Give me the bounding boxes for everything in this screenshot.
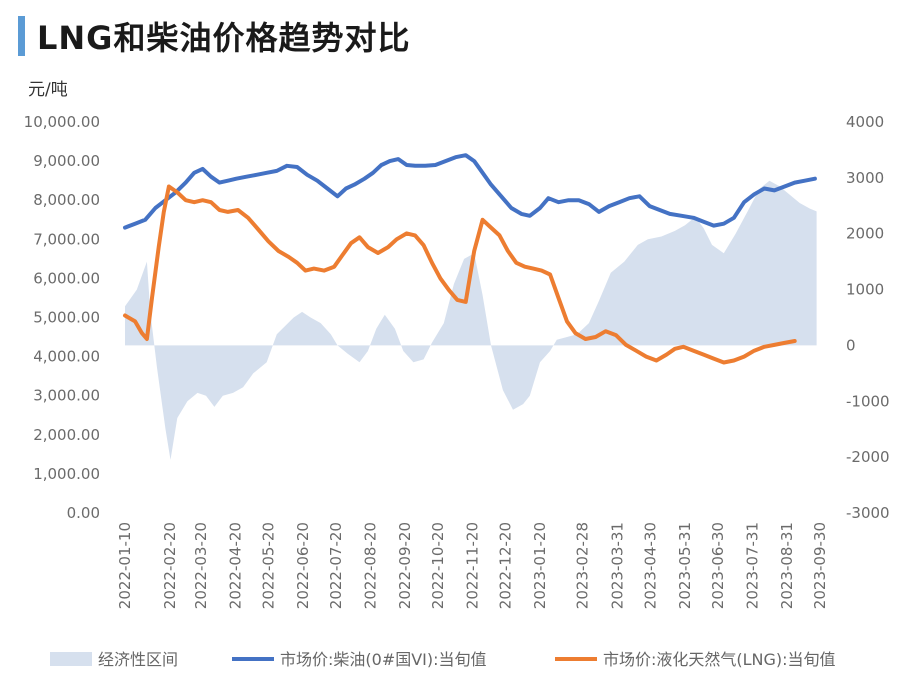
- y-right-tick-label: 0: [846, 336, 856, 354]
- title-group: LNG和柴油价格趋势对比: [18, 14, 410, 58]
- line-layer: [123, 153, 817, 365]
- x-tick-label: 2022-06-20: [294, 522, 312, 609]
- x-tick-label: 2022-01-10: [116, 522, 134, 609]
- x-tick-label: 2022-03-20: [192, 522, 210, 609]
- x-tick-label: 2023-09-30: [811, 522, 829, 609]
- y-left-tick-label: 2,000.00: [33, 426, 100, 444]
- y-right-tick-label: -1000: [846, 392, 890, 410]
- x-tick-label: 2022-05-20: [260, 522, 278, 609]
- y-left-tick-label: 9,000.00: [33, 152, 100, 170]
- legend-swatch-area: [50, 652, 92, 666]
- series-line-lng: [123, 184, 797, 365]
- legend-label: 经济性区间: [98, 650, 178, 669]
- area-layer: [125, 180, 817, 460]
- title-accent-bar: [18, 16, 25, 56]
- y-right-tick-label: -2000: [846, 448, 890, 466]
- y-axis-unit-label: 元/吨: [28, 80, 68, 100]
- x-tick-label: 2023-03-31: [609, 522, 627, 609]
- y-left-tick-label: 1,000.00: [33, 465, 100, 483]
- legend: 经济性区间 市场价:柴油(0#国VI):当旬值 市场价:液化天然气(LNG):当旬值: [50, 650, 836, 669]
- y-right-tick-label: 2000: [846, 225, 884, 243]
- x-tick-label: 2023-05-31: [676, 522, 694, 609]
- x-tick-label: 2023-04-30: [642, 522, 660, 609]
- chart-title: LNG和柴油价格趋势对比: [37, 19, 411, 57]
- x-tick-label: 2022-12-20: [497, 522, 515, 609]
- y-left-tick-label: 10,000.00: [24, 113, 100, 131]
- y-left-tick-label: 4,000.00: [33, 348, 100, 366]
- y-left-tick-label: 6,000.00: [33, 269, 100, 287]
- y-left-tick-label: 8,000.00: [33, 191, 100, 209]
- y-left-tick-label: 7,000.00: [33, 230, 100, 248]
- legend-label: 市场价:液化天然气(LNG):当旬值: [603, 650, 836, 669]
- x-tick-label: 2023-06-30: [709, 522, 727, 609]
- x-tick-label: 2022-10-20: [429, 522, 447, 609]
- series-line-diesel: [123, 153, 817, 230]
- legend-label: 市场价:柴油(0#国VI):当旬值: [280, 650, 487, 669]
- x-tick-label: 2022-08-20: [362, 522, 380, 609]
- x-tick-label: 2022-11-20: [464, 522, 482, 609]
- x-tick-label: 2023-08-31: [778, 522, 796, 609]
- x-tick-label: 2022-04-20: [227, 522, 245, 609]
- y-left-tick-label: 0.00: [67, 504, 100, 522]
- y-right-tick-label: 3000: [846, 169, 884, 187]
- axis-layer: 0.00 1,000.00 2,000.00 3,000.00 4,000.00 5,00…: [24, 113, 890, 609]
- y-left-tick-label: 3,000.00: [33, 387, 100, 405]
- y-right-tick-label: -3000: [846, 504, 890, 522]
- x-tick-label: 2022-07-20: [327, 522, 345, 609]
- x-tick-label: 2022-09-20: [396, 522, 414, 609]
- x-tick-label: 2023-07-31: [744, 522, 762, 609]
- y-right-tick-label: 4000: [846, 113, 884, 131]
- y-right-tick-label: 1000: [846, 281, 884, 299]
- x-tick-label: 2022-02-20: [161, 522, 179, 609]
- x-tick-label: 2023-01-20: [531, 522, 549, 609]
- series-area-economic-range: [125, 180, 817, 460]
- y-left-tick-label: 5,000.00: [33, 309, 100, 327]
- x-tick-label: 2023-02-28: [574, 522, 592, 609]
